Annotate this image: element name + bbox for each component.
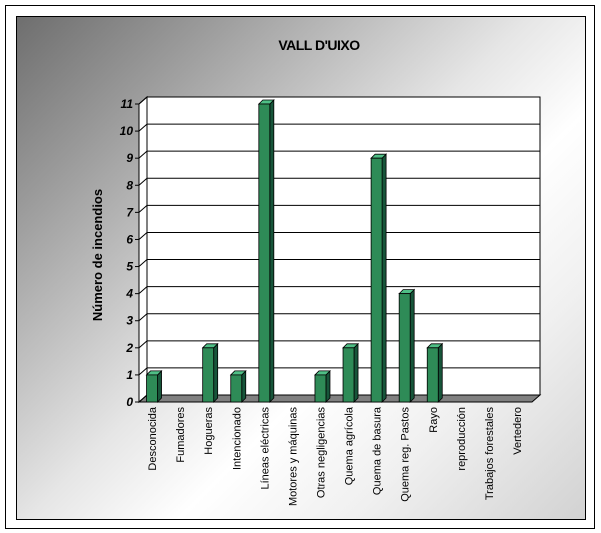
bar-front xyxy=(426,347,439,403)
y-tick-label: 6 xyxy=(126,232,133,246)
x-tick-label: Líneas eléctricas xyxy=(259,407,271,490)
bar xyxy=(201,342,219,403)
chart-title: VALL D'UIXO xyxy=(278,37,360,53)
bar-front xyxy=(314,374,327,403)
x-tick-label: reproducción xyxy=(456,407,468,471)
y-axis-ticks: 0 1 2 3 4 5 6 7 8 9 10 11 xyxy=(120,97,139,409)
bar-series xyxy=(145,99,444,403)
y-tick-label: 0 xyxy=(126,395,133,409)
x-tick-label: Vertedero xyxy=(512,407,524,455)
x-tick-label: Trabajos forestales xyxy=(484,407,496,501)
bar-front xyxy=(370,157,383,403)
bar-side xyxy=(325,369,331,403)
y-tick-label: 9 xyxy=(126,151,133,165)
gridline xyxy=(138,96,540,105)
bar-side xyxy=(437,342,443,403)
y-tick-label: 8 xyxy=(126,178,133,192)
bar xyxy=(229,369,247,403)
gridline xyxy=(138,150,540,159)
x-tick-label: Quema de basura xyxy=(372,406,384,495)
bar xyxy=(370,153,388,403)
y-tick-label: 7 xyxy=(126,205,134,219)
bar-front xyxy=(398,293,411,403)
gridline xyxy=(138,286,540,295)
gridline xyxy=(138,123,540,132)
bar-front xyxy=(230,374,243,403)
x-tick-label: Desconocida xyxy=(147,406,159,470)
y-tick-label: 2 xyxy=(125,341,133,355)
gridline xyxy=(138,259,540,267)
y-tick-label: 4 xyxy=(125,287,133,301)
x-tick-label: Motores y máquinas xyxy=(287,407,299,507)
bar-side xyxy=(157,369,162,403)
bar xyxy=(257,99,275,403)
bar xyxy=(145,369,163,403)
bar-front xyxy=(202,347,215,403)
y-axis-label: Número de incendios xyxy=(90,189,105,321)
floor xyxy=(137,394,542,403)
bar-side xyxy=(409,288,415,403)
x-axis-ticks: Desconocida Fumadores Hogueras Intencionado… xyxy=(147,406,524,506)
bar-side xyxy=(213,342,219,403)
bar xyxy=(313,369,331,403)
bar-side xyxy=(353,342,359,403)
bar-side xyxy=(269,99,275,403)
y-tick-label: 3 xyxy=(126,314,133,328)
bar-side xyxy=(381,153,387,403)
bar-front xyxy=(146,374,158,403)
x-tick-label: Quema agrícola xyxy=(344,406,356,485)
gridline xyxy=(138,231,540,240)
x-tick-label: Otras negligencias xyxy=(315,407,327,499)
bar-front xyxy=(342,347,355,403)
bar xyxy=(398,288,416,403)
bar xyxy=(426,342,444,403)
y-tick-label: 11 xyxy=(121,97,134,111)
y-tick-label: 5 xyxy=(126,260,133,274)
left-wall xyxy=(138,95,148,404)
chart-grid xyxy=(137,95,542,404)
gridline xyxy=(138,177,540,186)
bar xyxy=(342,342,360,403)
y-tick-label: 10 xyxy=(120,124,134,138)
gridline xyxy=(138,204,540,213)
x-tick-label: Hogueras xyxy=(203,407,215,455)
y-tick-label: 1 xyxy=(126,368,133,382)
x-tick-label: Rayo xyxy=(428,407,440,433)
x-tick-label: Quema reg. Pastos xyxy=(400,407,412,502)
bar-front xyxy=(258,103,271,403)
x-tick-label: Intencionado xyxy=(231,407,243,470)
bar-side xyxy=(241,369,247,403)
x-tick-label: Fumadores xyxy=(175,407,187,463)
